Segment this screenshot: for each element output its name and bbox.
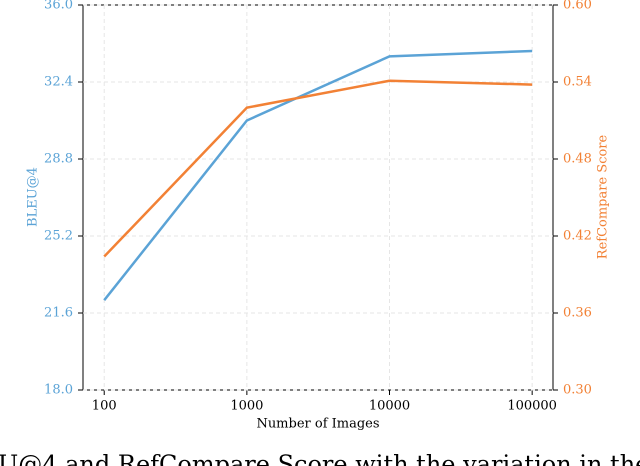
y-tick-label: 25.2 — [44, 229, 73, 244]
y-tick-label: 28.8 — [44, 152, 73, 167]
y2-tick-label: 0.42 — [563, 229, 592, 244]
data-line — [103, 79, 533, 258]
y2-tick-label: 0.54 — [563, 75, 592, 90]
y2-tick-label: 0.60 — [563, 0, 592, 13]
x-axis-label: Number of Images — [256, 417, 379, 432]
data-line — [103, 49, 533, 301]
y2-tick-label: 0.30 — [563, 383, 592, 398]
y-tick-label: 18.0 — [44, 383, 73, 398]
y2-tick-label: 0.36 — [563, 306, 592, 321]
y2-tick-label: 0.48 — [563, 152, 592, 167]
y-axis-label: BLEU@4 — [26, 167, 41, 227]
y2-axis-label: RefCompare Score — [596, 134, 611, 259]
x-tick-label: 100000 — [507, 399, 557, 414]
y-tick-label: 36.0 — [44, 0, 73, 13]
x-tick-label: 1000 — [230, 399, 263, 414]
plot-frame — [82, 4, 554, 391]
caption: U@4 and RefCompare Score with the variat… — [0, 451, 640, 466]
y-tick-label: 21.6 — [44, 306, 73, 321]
x-tick-label: 10000 — [369, 399, 410, 414]
y-tick-label: 32.4 — [44, 75, 73, 90]
x-tick-label: 100 — [92, 399, 117, 414]
